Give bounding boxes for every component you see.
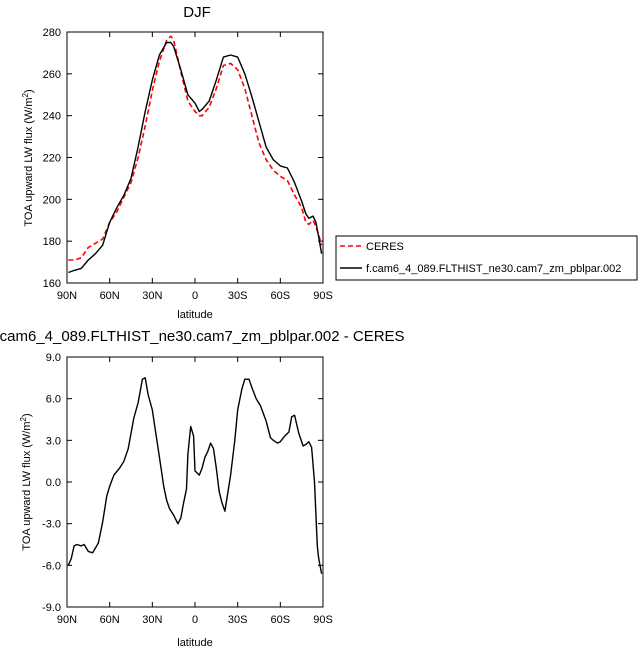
top-y-axis-title-sup: 2: [21, 92, 30, 97]
bottom-series-line-difference: [67, 377, 323, 574]
top-y-tick-label: 280: [43, 27, 61, 39]
bottom-chart: .cam6_4_089.FLTHIST_ne30.cam7_zm_pblpar.…: [0, 328, 405, 649]
bottom-x-tick-label: 60S: [271, 614, 291, 626]
top-ticks: 90N 60N 30N 0 30S 60S 90S 160 180 200 220 240 260 280: [43, 27, 333, 302]
top-plot-frame: [66, 31, 324, 284]
top-x-tick-label: 60N: [100, 290, 120, 302]
legend-label-ceres: CERES: [366, 241, 404, 253]
bottom-x-axis-title: latitude: [177, 637, 212, 649]
top-x-tick-label: 90S: [313, 290, 333, 302]
bottom-y-tick-label: 3.0: [46, 435, 61, 447]
top-series-line-ceres: [68, 35, 323, 261]
bottom-y-tick-label: -6.0: [42, 560, 61, 572]
top-x-tick-label: 30N: [142, 290, 162, 302]
bottom-ticks: 90N 60N 30N 0 30S 60S 90S 9.0 6.0 3.0 0.0 -3.0 -6.0 -…: [42, 352, 333, 626]
top-y-tick-label: 200: [43, 194, 61, 206]
legend-box: [335, 235, 638, 281]
top-y-tick-label: 180: [43, 236, 61, 248]
bottom-x-tick-label: 90S: [313, 614, 333, 626]
bottom-y-axis-title-close: ): [21, 413, 33, 417]
legend: CERES f.cam6_4_089.FLTHIST_ne30.cam7_zm_…: [335, 235, 638, 281]
top-y-tick-label: 160: [43, 278, 61, 290]
top-y-axis-title-main: TOA upward LW flux (W/m: [23, 97, 35, 226]
bottom-y-axis-title: TOA upward LW flux (W/m2): [19, 413, 33, 550]
top-x-tick-label: 30S: [228, 290, 248, 302]
top-y-tick-label: 260: [43, 69, 61, 81]
bottom-y-tick-label: -9.0: [42, 602, 61, 614]
top-chart-title: DJF: [183, 4, 211, 21]
top-x-tick-label: 90N: [57, 290, 77, 302]
bottom-series: [67, 377, 323, 574]
top-y-axis-title-close: ): [23, 89, 35, 93]
bottom-x-tick-label: 90N: [57, 614, 77, 626]
bottom-x-tick-label: 0: [192, 614, 198, 626]
bottom-y-tick-label: 6.0: [46, 394, 61, 406]
bottom-plot-frame: [66, 356, 324, 608]
top-series: [68, 35, 323, 274]
top-y-tick-label: 220: [43, 153, 61, 165]
bottom-x-tick-label: 30S: [228, 614, 248, 626]
bottom-chart-title: .cam6_4_089.FLTHIST_ne30.cam7_zm_pblpar.…: [0, 328, 405, 345]
legend-label-model: f.cam6_4_089.FLTHIST_ne30.cam7_zm_pblpar…: [366, 263, 621, 275]
bottom-y-tick-label: 9.0: [46, 352, 61, 364]
bottom-y-tick-label: -3.0: [42, 519, 61, 531]
bottom-y-tick-label: 0.0: [46, 477, 61, 489]
bottom-x-tick-label: 30N: [142, 614, 162, 626]
top-x-tick-label: 60S: [271, 290, 291, 302]
top-y-tick-label: 240: [43, 111, 61, 123]
top-chart: DJF 90N 60N 30N 0 30S 60S 90S 160 180 200 220 240 26…: [21, 4, 333, 321]
top-y-axis-title: TOA upward LW flux (W/m2): [21, 89, 35, 226]
top-x-tick-label: 0: [192, 290, 198, 302]
top-x-axis-title: latitude: [177, 309, 212, 321]
bottom-y-axis-title-sup: 2: [19, 416, 28, 421]
bottom-y-axis-title-main: TOA upward LW flux (W/m: [21, 421, 33, 550]
top-series-line-model: [68, 41, 323, 274]
bottom-x-tick-label: 60N: [100, 614, 120, 626]
